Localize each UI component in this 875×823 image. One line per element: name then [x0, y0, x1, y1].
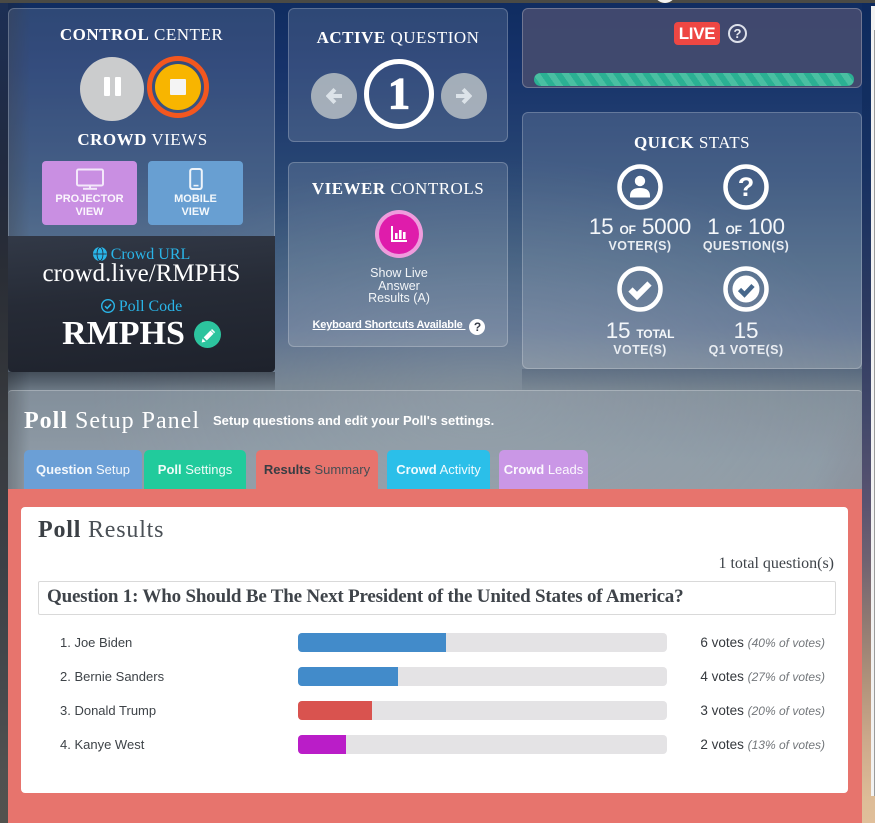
svg-text:?: ?: [738, 172, 755, 202]
